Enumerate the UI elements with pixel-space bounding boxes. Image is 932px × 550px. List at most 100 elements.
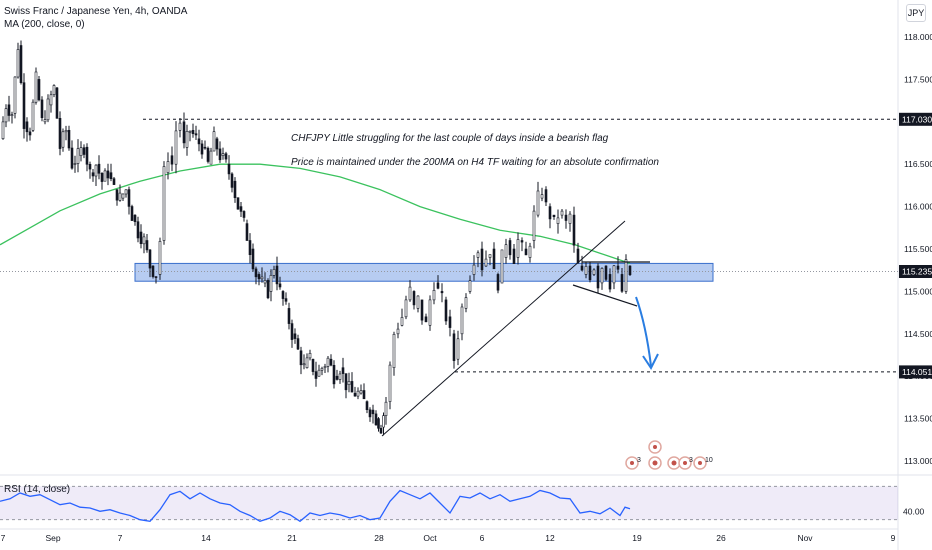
candle-body (580, 265, 584, 271)
candle-body (130, 206, 134, 221)
candle-body (359, 390, 363, 394)
candle-body (227, 163, 231, 175)
current-price-badge-text: 115.235 (902, 267, 932, 277)
flag-lower-line[interactable] (572, 284, 638, 307)
rsi-value-text: 40.00 (903, 506, 925, 516)
candle-body (162, 166, 166, 241)
event-icons[interactable]: 3 3 10 (625, 440, 713, 470)
candle-body (492, 248, 496, 270)
candle-body (416, 295, 420, 309)
candle-body (10, 114, 14, 116)
candle-body (480, 248, 484, 271)
candle-body (49, 94, 53, 106)
candle-body (64, 130, 68, 133)
candle-body (245, 223, 249, 241)
candle-body (388, 364, 392, 402)
event-icon-dot (652, 460, 658, 466)
x-tick-label: 28 (374, 533, 384, 543)
candle-body (191, 130, 195, 135)
candle-body (25, 121, 29, 133)
candle-body (209, 150, 213, 165)
candle-body (384, 401, 388, 416)
y-tick-label: 117.500 (904, 74, 932, 84)
candle-body (221, 153, 225, 156)
candle-body (428, 299, 432, 326)
candle-body (212, 131, 216, 152)
candle-body (16, 49, 20, 78)
candle-body (236, 197, 240, 210)
candle-body (532, 210, 536, 241)
candle-body (596, 265, 600, 289)
candle-body (158, 241, 162, 275)
candle-body (139, 231, 143, 244)
price-axis: 113.000113.500114.000114.500115.000115.5… (904, 32, 932, 466)
candle-body (568, 213, 572, 224)
candle-body (109, 172, 113, 179)
candle-body (374, 413, 378, 426)
candle-body (61, 131, 65, 148)
annotation-line-1: CHFJPY Little struggling for the last co… (291, 133, 609, 144)
candle-body (436, 282, 440, 289)
candle-body (166, 161, 170, 173)
ma200-line (0, 163, 631, 265)
event-count-b: 3 (689, 457, 693, 464)
candle-body (440, 291, 444, 294)
rising-trendline[interactable] (381, 220, 626, 437)
candle-body (170, 155, 174, 165)
current-price-badge-bg (899, 265, 932, 278)
candle-body (88, 164, 92, 170)
x-tick-label: 26 (716, 533, 726, 543)
candle-body (85, 146, 89, 165)
candle-body (365, 401, 369, 411)
candle-body (620, 274, 624, 292)
candle-body (290, 323, 294, 340)
event-count-a: 3 (637, 457, 641, 464)
candle-body (516, 239, 520, 258)
current-price-badge: 115.235 (899, 265, 932, 278)
x-tick-label: 7 (1, 533, 6, 543)
projection-arrow[interactable] (635, 296, 652, 367)
x-tick-label: 14 (201, 533, 211, 543)
candle-body (287, 308, 291, 324)
x-tick-label: 7 (118, 533, 123, 543)
candle-body (576, 248, 580, 264)
ma-indicator-label[interactable]: MA (200, close, 0) (4, 19, 85, 30)
x-tick-label: 9 (891, 533, 896, 543)
candle-body (115, 189, 119, 201)
candle-body (377, 418, 380, 429)
x-tick-label: 12 (545, 533, 555, 543)
event-icon-dot (698, 461, 702, 465)
candle-body (484, 258, 488, 267)
candle-body (396, 328, 400, 335)
currency-button[interactable]: JPY (906, 4, 926, 22)
candle-body (464, 297, 468, 309)
candle-body (368, 409, 372, 418)
candle-body (178, 122, 182, 131)
x-tick-label: 6 (480, 533, 485, 543)
y-tick-label: 116.000 (904, 202, 932, 212)
candle-body (296, 338, 300, 350)
event-icon-dot (683, 461, 687, 465)
candle-body (548, 206, 552, 220)
target-badge-text: 114.051 (902, 367, 932, 377)
candle-body (52, 85, 56, 95)
candle-body (624, 259, 628, 292)
candle-body (73, 163, 77, 165)
candle-body (94, 164, 98, 177)
candle-body (19, 45, 23, 84)
candle-body (500, 249, 504, 284)
rsi-indicator-label[interactable]: RSI (14, close) (4, 484, 71, 495)
candle-body (317, 369, 321, 377)
candle-body (251, 248, 255, 270)
candle-body (100, 173, 104, 182)
candle-body (142, 236, 146, 245)
candle-body (28, 131, 32, 136)
candle-body (185, 131, 189, 148)
candle-body (326, 357, 330, 367)
candle-body (588, 265, 592, 281)
candle-body (58, 118, 62, 149)
candle-body (127, 189, 131, 207)
candle-body (448, 316, 452, 328)
candle-body (284, 298, 288, 302)
